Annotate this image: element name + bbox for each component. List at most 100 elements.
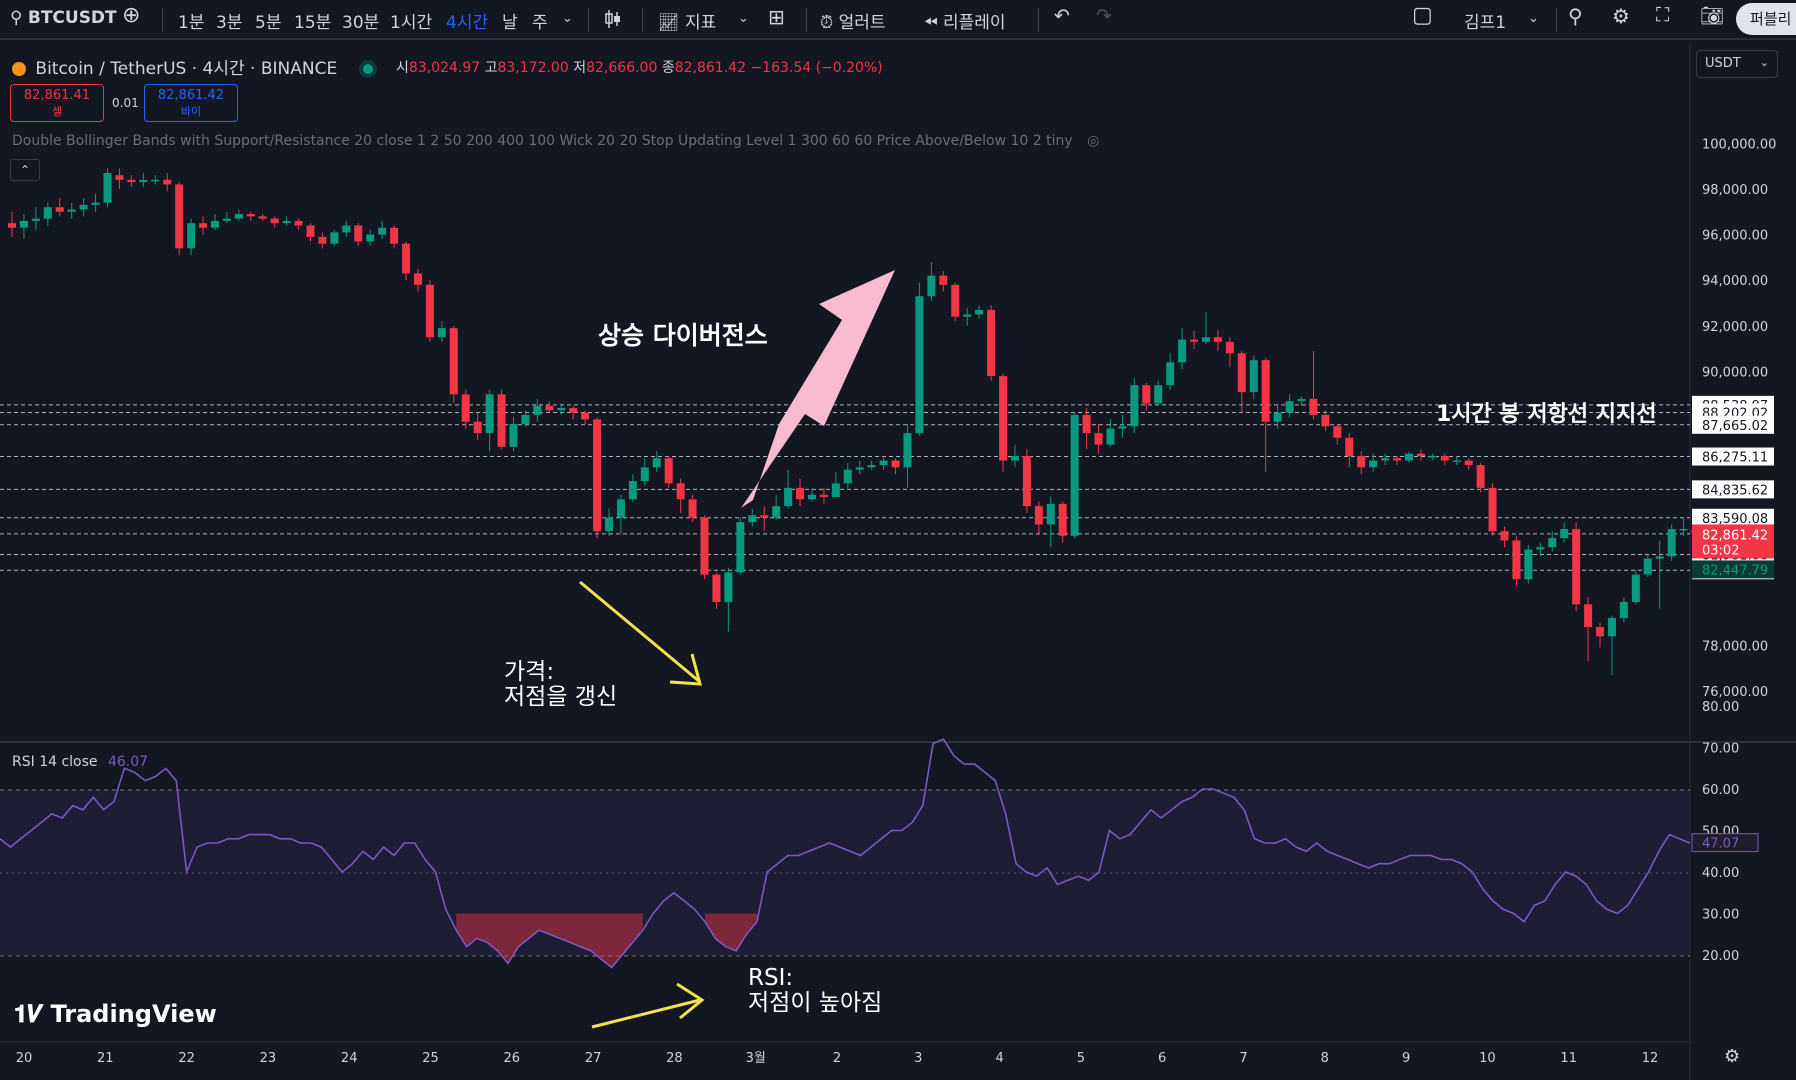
publish-button[interactable]: 퍼블리 bbox=[1736, 3, 1796, 35]
candle-body bbox=[163, 179, 172, 185]
candle-body bbox=[796, 487, 805, 500]
indicators-button[interactable]: 📈︎ 지표 bbox=[658, 8, 716, 33]
candle-body bbox=[628, 481, 637, 500]
candle-body bbox=[187, 223, 196, 249]
rsi-tick-label: 60.00 bbox=[1702, 783, 1739, 798]
countdown-label: 03:02 bbox=[1702, 543, 1739, 558]
indicator-legend[interactable]: Double Bollinger Bands with Support/Resi… bbox=[12, 133, 1099, 149]
candle-body bbox=[700, 517, 709, 575]
time-tick-label: 20 bbox=[16, 1051, 33, 1066]
currency-select[interactable]: USDT ⌄ bbox=[1696, 50, 1778, 78]
candle-body bbox=[1452, 460, 1461, 463]
hidden-eye-icon[interactable]: ◎ bbox=[1087, 133, 1100, 149]
quick-search-icon[interactable]: ⚲ bbox=[1568, 4, 1583, 28]
replay-button[interactable]: ⏪︎ 리플레이 bbox=[924, 8, 1006, 33]
candle-body bbox=[1082, 414, 1091, 434]
candle-body bbox=[1440, 455, 1449, 461]
candle-body bbox=[724, 572, 733, 603]
rsi-tick-label: 40.00 bbox=[1702, 866, 1739, 881]
candle-body bbox=[760, 515, 769, 518]
divergence-annotation[interactable]: 상승 다이버전스 bbox=[598, 321, 768, 350]
price-low-arrow-head bbox=[669, 653, 702, 686]
candle-body bbox=[939, 275, 948, 285]
alert-label: 얼러트 bbox=[838, 13, 886, 33]
fullscreen-icon[interactable]: ⛶ bbox=[1656, 4, 1670, 26]
interval-1h[interactable]: 1시간 bbox=[390, 13, 433, 33]
candle-body bbox=[127, 179, 136, 183]
candle-body bbox=[533, 405, 542, 415]
rsi-tick-label: 70.00 bbox=[1702, 742, 1739, 757]
layout-dropdown-chevron-icon[interactable]: ⌄ bbox=[1528, 11, 1539, 26]
chart-area[interactable]: 100,000.00 98,000.00 96,000.00 94,000.00 92,… bbox=[0, 42, 1796, 1080]
compare-plus-icon[interactable]: ⊕ bbox=[122, 3, 141, 28]
rsi-annotation[interactable]: RSI: 저점이 높아짐 bbox=[748, 966, 882, 1016]
candle-body bbox=[640, 467, 649, 482]
interval-15m[interactable]: 15분 bbox=[294, 13, 332, 33]
indicators-dropdown-chevron-icon[interactable]: ⌄ bbox=[738, 11, 749, 26]
ohlc-values: 시83,024.97 고83,172.00 저82,666.00 종82,861… bbox=[396, 57, 883, 77]
symbol-legend[interactable]: Bitcoin / TetherUS · 4시간 · BINANCE bbox=[12, 54, 373, 79]
layout-name[interactable]: 김프1 bbox=[1464, 13, 1507, 33]
rsi-legend[interactable]: RSI 14 close 46.07 bbox=[12, 754, 148, 770]
candle-body bbox=[1321, 414, 1330, 427]
interval-5m[interactable]: 5분 bbox=[255, 13, 282, 33]
time-tick-label: 3월 bbox=[746, 1051, 766, 1066]
candle-body bbox=[915, 296, 924, 434]
sell-price: 82,861.41 bbox=[23, 88, 91, 103]
candle-body bbox=[449, 328, 458, 395]
spread-value: 0.01 bbox=[112, 96, 139, 110]
alert-button[interactable]: ⏰︎ 얼러트 bbox=[820, 8, 886, 33]
interval-3m[interactable]: 3분 bbox=[216, 13, 243, 33]
bb-value-label: 82,447.79 bbox=[1702, 563, 1768, 578]
undo-icon[interactable]: ↶ bbox=[1054, 5, 1070, 27]
candle-body bbox=[1572, 528, 1581, 605]
interval-dropdown-chevron-icon[interactable]: ⌄ bbox=[562, 11, 573, 26]
interval-1m[interactable]: 1분 bbox=[178, 13, 205, 33]
symbol-search[interactable]: ⚲ BTCUSDT bbox=[10, 8, 117, 28]
price-low-arrow-line[interactable] bbox=[579, 580, 701, 684]
axis-settings-gear-icon[interactable]: ⚙ bbox=[1724, 1046, 1741, 1067]
candle-body bbox=[413, 273, 422, 285]
buy-button[interactable]: 82,861.42 바이 bbox=[144, 84, 238, 122]
top-toolbar: ⚲ BTCUSDT ⊕ 1분 3분 5분 15분 30분 1시간 4시간 날 주… bbox=[0, 0, 1796, 40]
interval-day[interactable]: 날 bbox=[502, 13, 518, 33]
candle-body bbox=[521, 414, 530, 425]
chart-canvas[interactable]: 100,000.00 98,000.00 96,000.00 94,000.00 92,… bbox=[0, 42, 1796, 1080]
candle-body bbox=[1010, 455, 1019, 461]
camera-icon[interactable]: 📷︎ bbox=[1700, 5, 1725, 27]
low-value: 82,666.00 bbox=[586, 60, 658, 76]
price-tick-label: 94,000.00 bbox=[1702, 274, 1768, 289]
candle-body bbox=[222, 218, 231, 221]
price-tick-label: 98,000.00 bbox=[1702, 183, 1768, 198]
candle-body bbox=[1404, 453, 1413, 461]
time-tick-label: 10 bbox=[1479, 1051, 1496, 1066]
divider bbox=[642, 8, 643, 32]
replay-label: 리플레이 bbox=[943, 13, 1006, 33]
candle-body bbox=[282, 220, 291, 224]
divergence-arrow[interactable] bbox=[741, 270, 895, 508]
interval-week[interactable]: 주 bbox=[532, 13, 548, 33]
rsi-value: 46.07 bbox=[107, 754, 149, 770]
candle-body bbox=[1512, 540, 1521, 580]
candle-type-icon[interactable] bbox=[602, 8, 624, 35]
candle-body bbox=[1416, 453, 1425, 456]
rsi-arrow-line[interactable] bbox=[591, 998, 701, 1029]
layout-square-icon[interactable]: ▢ bbox=[1412, 3, 1433, 28]
tradingview-logo[interactable]: 𝟏𝑽 TradingView bbox=[14, 1000, 217, 1028]
interval-30m[interactable]: 30분 bbox=[342, 13, 380, 33]
candle-body bbox=[1249, 360, 1258, 393]
redo-icon[interactable]: ↷ bbox=[1096, 5, 1112, 27]
interval-4h[interactable]: 4시간 bbox=[446, 13, 489, 33]
sr-annotation[interactable]: 1시간 봉 저항선 지지선 bbox=[1436, 402, 1657, 427]
collapse-legend-chevron-icon[interactable]: ⌃ bbox=[10, 159, 40, 181]
price-annotation-line1: 가격: bbox=[504, 659, 555, 685]
layout-grid-icon[interactable]: ⊞ bbox=[768, 5, 785, 29]
candle-body bbox=[378, 227, 387, 235]
candle-body bbox=[1488, 487, 1497, 532]
candle-body bbox=[1166, 362, 1175, 386]
candle-body bbox=[545, 405, 554, 411]
candle-body bbox=[712, 574, 721, 603]
sell-button[interactable]: 82,861.41 셀 bbox=[10, 84, 104, 122]
price-annotation[interactable]: 가격: 저점을 갱신 bbox=[504, 660, 617, 710]
settings-gear-icon[interactable]: ⚙ bbox=[1612, 4, 1630, 28]
